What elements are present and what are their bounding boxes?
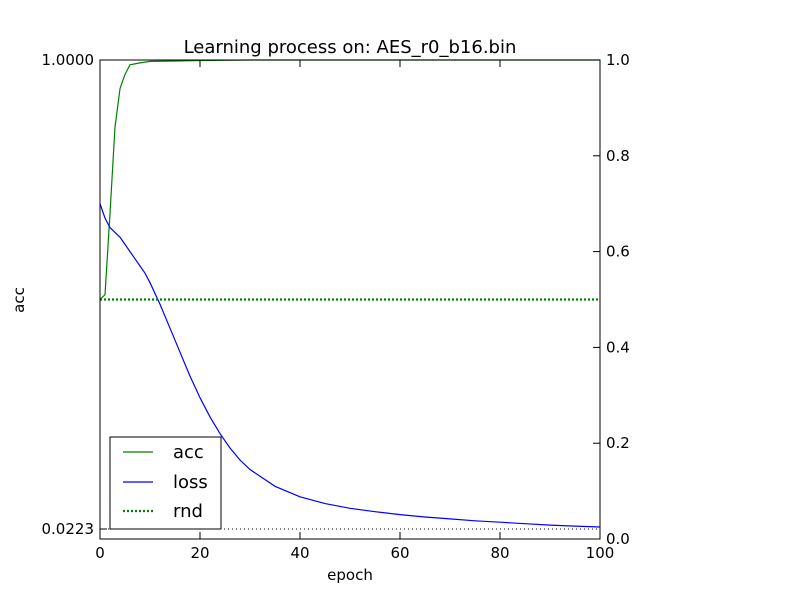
y-left-tick-label: 1.0000 [42,51,95,69]
x-axis-label: epoch [327,566,373,584]
series-line-acc [99,59,600,300]
y-right-tick-label: 0.6 [606,243,630,261]
y-left-tick-label: 0.0223 [42,520,95,538]
legend-label-acc: acc [173,442,204,463]
y-right-tick-label: 1.0 [606,51,630,69]
plot-frame [99,59,601,540]
legend: acc loss rnd [109,436,222,530]
x-ticks: 0 20 40 60 80 100 [95,60,614,562]
x-tick-label: 100 [586,544,615,562]
x-tick-label: 20 [190,544,209,562]
x-tick-label: 0 [95,544,105,562]
series-line-loss [99,203,601,528]
chart-title: Learning process on: AES_r0_b16.bin [184,37,517,58]
y-left-ticks: 0.0223 1.0000 [42,51,107,538]
legend-label-loss: loss [173,472,208,493]
y-axis-label: acc [10,287,28,313]
x-tick-label: 60 [390,544,409,562]
y-right-tick-label: 0.0 [606,530,630,548]
y-right-tick-label: 0.8 [606,147,630,165]
y-right-tick-label: 0.2 [606,434,630,452]
x-tick-label: 80 [490,544,509,562]
legend-label-rnd: rnd [173,501,203,522]
y-right-tick-label: 0.4 [606,338,630,356]
x-tick-label: 40 [290,544,309,562]
y-right-ticks: 0.0 0.2 0.4 0.6 0.8 1.0 [593,51,630,548]
